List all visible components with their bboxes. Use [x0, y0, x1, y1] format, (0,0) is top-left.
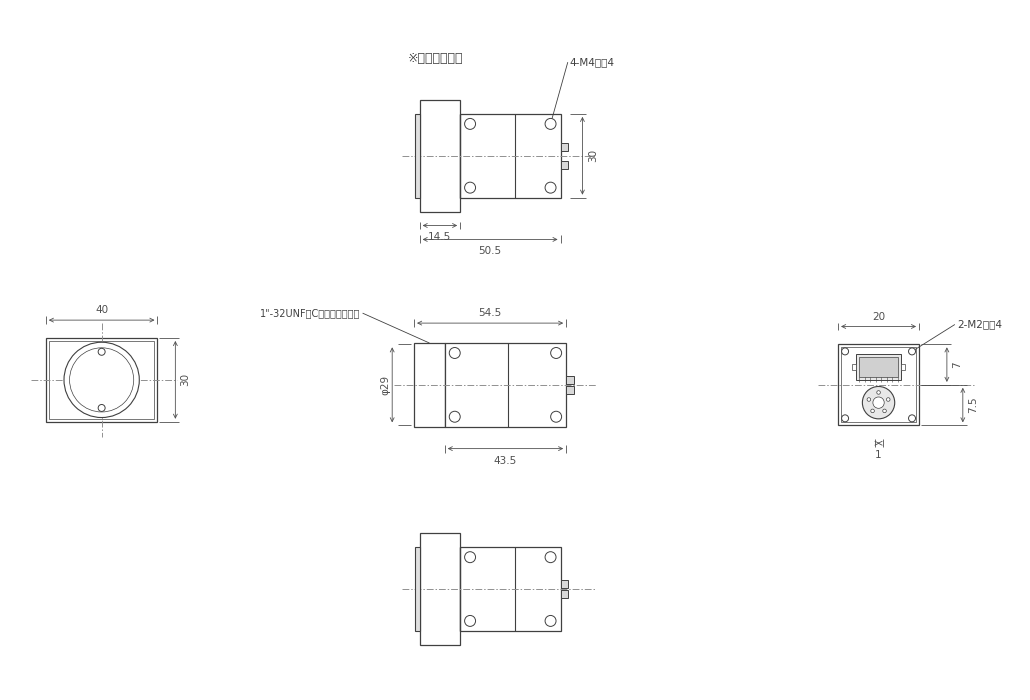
- Circle shape: [545, 552, 556, 563]
- Text: 7: 7: [952, 361, 962, 368]
- Bar: [853, 364, 856, 370]
- Circle shape: [449, 412, 460, 422]
- Bar: [560, 590, 569, 598]
- Text: 30: 30: [588, 149, 598, 162]
- Bar: [859, 357, 898, 377]
- Text: ※対面同一形犴: ※対面同一形犴: [408, 52, 464, 64]
- Text: 2-M2深さ4: 2-M2深さ4: [957, 319, 1002, 330]
- Text: 30: 30: [180, 373, 191, 386]
- Circle shape: [545, 615, 556, 626]
- Text: 43.5: 43.5: [493, 456, 517, 466]
- Circle shape: [64, 342, 139, 417]
- Bar: [842, 347, 916, 422]
- Bar: [856, 354, 901, 380]
- Bar: [838, 344, 919, 426]
- Circle shape: [887, 398, 890, 401]
- Bar: [560, 580, 569, 588]
- Circle shape: [842, 415, 849, 422]
- Text: 14.5: 14.5: [428, 232, 451, 242]
- Circle shape: [98, 405, 105, 412]
- Circle shape: [870, 409, 874, 413]
- Circle shape: [872, 397, 884, 408]
- Bar: [560, 143, 569, 150]
- Bar: [560, 161, 569, 169]
- Bar: [46, 338, 158, 421]
- Text: 54.5: 54.5: [479, 308, 502, 318]
- Bar: [460, 547, 560, 631]
- Circle shape: [862, 386, 895, 419]
- Text: 20: 20: [872, 312, 885, 321]
- Bar: [901, 364, 904, 370]
- Circle shape: [465, 118, 476, 130]
- Circle shape: [465, 182, 476, 193]
- Bar: [566, 386, 574, 394]
- Circle shape: [465, 615, 476, 626]
- Circle shape: [883, 409, 887, 413]
- Bar: [419, 533, 460, 645]
- Circle shape: [877, 391, 881, 394]
- Circle shape: [908, 415, 916, 422]
- Circle shape: [842, 348, 849, 355]
- Bar: [415, 114, 419, 197]
- Circle shape: [449, 347, 460, 358]
- Bar: [460, 114, 560, 197]
- Text: φ29: φ29: [380, 374, 390, 395]
- Circle shape: [465, 552, 476, 563]
- Text: 4-M4深さ4: 4-M4深さ4: [570, 57, 615, 67]
- Circle shape: [545, 118, 556, 130]
- Text: 40: 40: [95, 305, 108, 315]
- Circle shape: [551, 412, 561, 422]
- Circle shape: [70, 348, 134, 412]
- Bar: [566, 376, 574, 384]
- Circle shape: [908, 348, 916, 355]
- Bar: [414, 343, 445, 427]
- Text: 1: 1: [876, 450, 882, 460]
- Circle shape: [867, 398, 870, 401]
- Circle shape: [545, 182, 556, 193]
- Circle shape: [98, 349, 105, 356]
- Text: 7.5: 7.5: [968, 397, 977, 414]
- Text: 1"-32UNF（Cマウントネジ）: 1"-32UNF（Cマウントネジ）: [261, 308, 360, 318]
- Text: 50.5: 50.5: [479, 246, 502, 256]
- Bar: [48, 341, 154, 419]
- Circle shape: [551, 347, 561, 358]
- Bar: [419, 100, 460, 211]
- Bar: [415, 547, 419, 631]
- Bar: [445, 343, 566, 427]
- Bar: [96, 376, 107, 384]
